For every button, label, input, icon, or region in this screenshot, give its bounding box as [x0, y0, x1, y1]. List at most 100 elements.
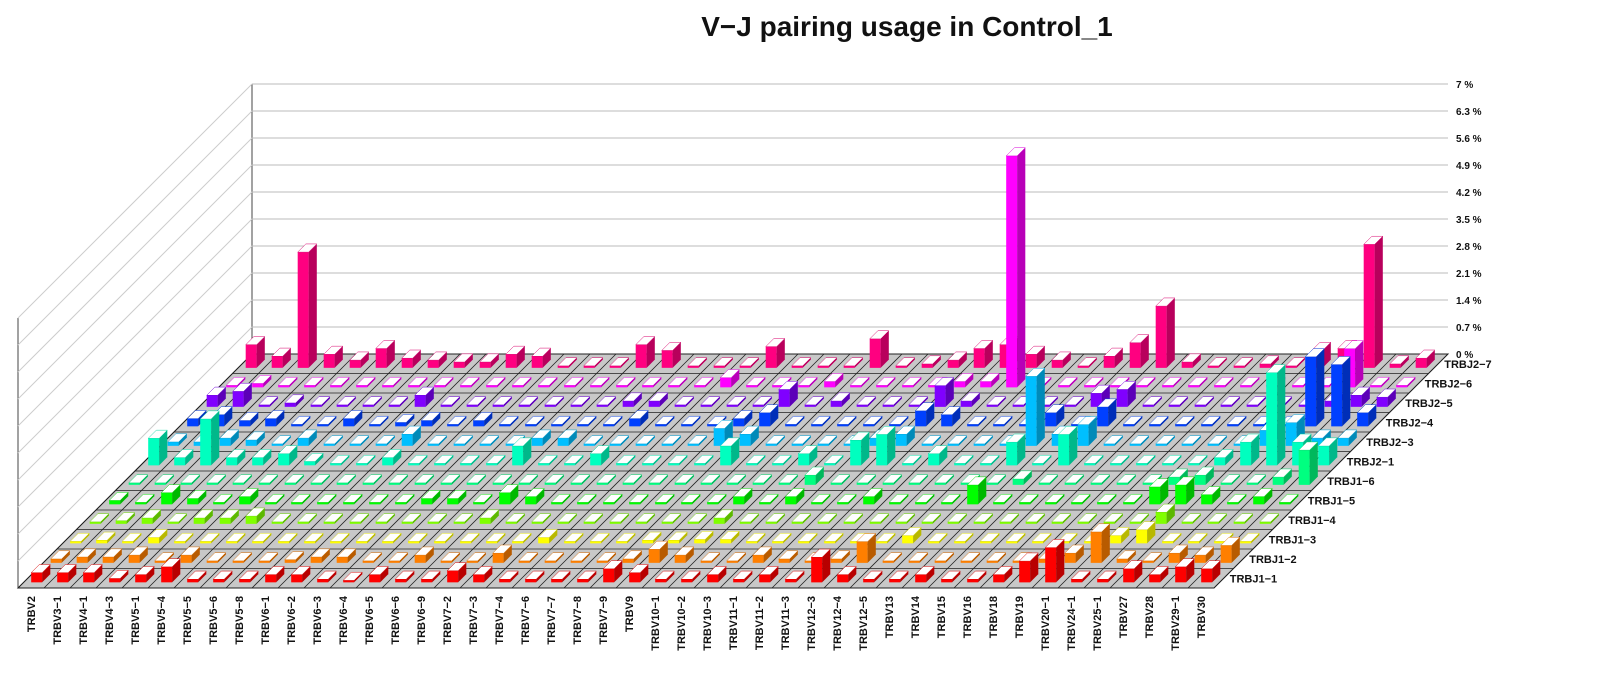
bar-TRBV5−4-TRBJ1−4: [219, 509, 240, 524]
bar-TRBV18-TRBJ1−4: [1051, 513, 1072, 524]
bar-TRBV7−7-TRBJ1−6: [648, 474, 669, 485]
bar-side-face: [328, 416, 337, 427]
bar-side-face: [367, 533, 376, 544]
bar-front-face: [1103, 356, 1115, 368]
bar-TRBV7−6-TRBJ2−1: [641, 454, 662, 466]
bar-side-face: [731, 437, 740, 466]
bar-front-face: [356, 463, 368, 466]
bar-front-face: [414, 482, 426, 485]
bar-TRBV7−2-TRBJ1−3: [485, 532, 506, 544]
bar-side-face: [809, 533, 818, 544]
bar-front-face: [265, 574, 277, 583]
bar-top-face: [596, 474, 617, 484]
bar-side-face: [1374, 236, 1383, 368]
bar-front-face: [1162, 385, 1174, 388]
bar-top-face: [258, 396, 279, 406]
bar-top-face: [414, 386, 435, 396]
bar-side-face: [627, 377, 636, 388]
bar-front-face: [1259, 521, 1271, 524]
bar-side-face: [978, 476, 987, 505]
bar-TRBV30-TRBJ1−5: [1278, 493, 1299, 505]
bar-top-face: [1278, 493, 1299, 503]
bar-front-face: [258, 482, 270, 485]
bar-side-face: [1017, 533, 1026, 544]
bar-top-face: [576, 493, 597, 503]
bar-side-face: [373, 474, 382, 485]
bar-TRBV12−5-TRBJ1−5: [940, 493, 961, 505]
bar-TRBV3−1-TRBJ2−1: [173, 449, 194, 466]
bar-side-face: [698, 513, 707, 524]
bar-side-face: [594, 357, 603, 368]
bar-side-face: [913, 377, 922, 388]
bar-front-face: [167, 441, 179, 446]
bar-side-face: [406, 414, 415, 427]
bar-TRBV19-TRBJ1−6: [1116, 474, 1137, 485]
bar-TRBV13-TRBJ1−5: [966, 476, 987, 505]
v-axis-label: TRBV20−1: [1040, 596, 1052, 651]
bar-TRBV7−9-TRBJ2−3: [739, 425, 760, 446]
bar-top-face: [264, 410, 285, 419]
bar-TRBV7−4-TRBJ2−7: [713, 357, 734, 368]
bar-front-face: [726, 560, 738, 563]
bar-side-face: [412, 513, 421, 524]
bar-top-face: [641, 531, 662, 541]
bar-TRBV7−6-TRBJ2−4: [680, 415, 701, 427]
bar-TRBV24−1-TRBJ1−4: [1129, 513, 1150, 524]
bar-top-face: [466, 396, 487, 406]
bar-side-face: [1192, 353, 1201, 368]
bar-TRBV5−6-TRBJ2−6: [407, 376, 428, 388]
bar-TRBV4−1-TRBJ2−6: [277, 376, 298, 388]
bar-front-face: [655, 579, 667, 583]
bar-front-face: [1331, 364, 1343, 427]
bar-side-face: [1030, 494, 1039, 505]
bar-front-face: [661, 350, 673, 368]
bar-side-face: [432, 571, 441, 583]
bar-side-face: [763, 396, 772, 407]
bar-side-face: [763, 546, 772, 563]
bar-side-face: [887, 426, 896, 466]
bar-side-face: [393, 377, 402, 388]
bar-top-face: [1259, 355, 1280, 365]
bar-side-face: [458, 490, 467, 505]
bar-top-face: [1220, 396, 1241, 406]
bar-TRBV6−1-TRBJ1−2: [284, 551, 305, 563]
bar-top-face: [284, 394, 305, 404]
v-axis-label: TRBV24−1: [1066, 596, 1078, 651]
bar-top-face: [108, 492, 129, 501]
bar-TRBV4−1-TRBJ2−7: [297, 243, 318, 368]
bar-top-face: [479, 509, 500, 519]
bar-TRBV7−3-TRBJ1−1: [472, 566, 493, 583]
bar-TRBV19-TRBJ2−1: [1135, 454, 1156, 466]
bar-front-face: [499, 424, 511, 427]
bar-side-face: [581, 552, 590, 563]
bar-front-face: [1259, 363, 1271, 368]
bar-TRBV16-TRBJ2−1: [1083, 454, 1104, 466]
bar-front-face: [1181, 362, 1193, 368]
v-axis-label: TRBV27: [1118, 596, 1130, 638]
bar-top-face: [362, 552, 383, 562]
bar-top-face: [1259, 513, 1280, 523]
bar-top-face: [1168, 468, 1189, 478]
bar-side-face: [497, 455, 506, 466]
bar-front-face: [668, 385, 680, 388]
bar-side-face: [1166, 297, 1175, 368]
bar-top-face: [1077, 357, 1098, 367]
bar-TRBV6−6-TRBJ2−4: [550, 415, 571, 427]
bar-top-face: [830, 392, 851, 402]
bar-top-face: [583, 357, 604, 367]
bar-TRBV20−1-TRBJ2−5: [1220, 396, 1241, 407]
bar-top-face: [485, 376, 506, 386]
bar-front-face: [356, 385, 368, 388]
bar-front-face: [1116, 558, 1128, 563]
bar-front-face: [525, 579, 537, 583]
bar-side-face: [321, 548, 330, 563]
bar-top-face: [888, 570, 909, 580]
bar-front-face: [720, 539, 732, 544]
side-gridline: [17, 191, 253, 427]
bar-top-face: [1207, 357, 1228, 367]
bar-front-face: [902, 385, 914, 388]
bar-side-face: [1140, 334, 1149, 368]
bar-top-face: [583, 513, 604, 523]
bar-top-face: [784, 488, 805, 497]
bar-top-face: [784, 570, 805, 580]
